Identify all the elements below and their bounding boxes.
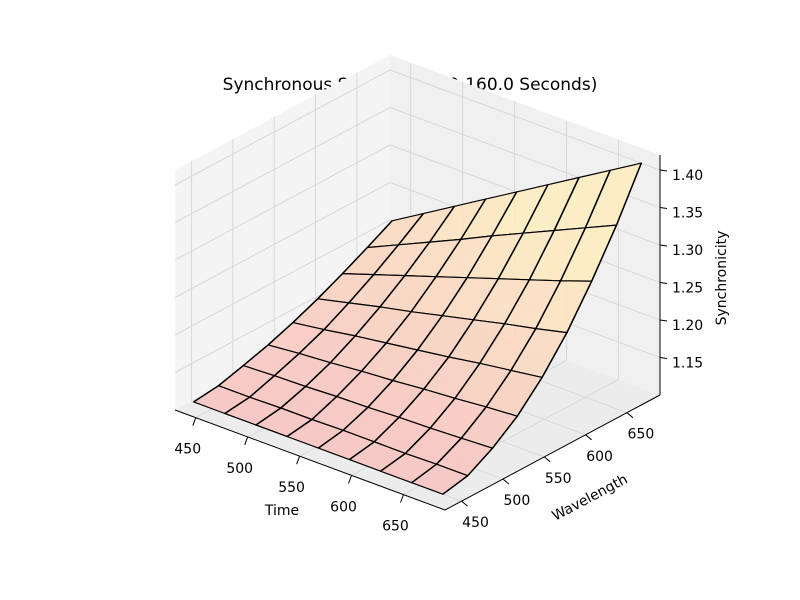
y-tick-label: 450 [462,515,489,531]
x-axis-label: Time [264,503,299,519]
x-tick [244,436,249,446]
wire-line [193,220,393,403]
grid-line [174,69,391,186]
z-tick-label: 1.15 [672,356,703,372]
z-tick [659,282,668,284]
wire-line [224,213,424,415]
y-tick-label: 550 [545,471,572,487]
z-tick-label: 1.30 [672,243,703,259]
z-tick-label: 1.35 [672,206,703,222]
wire-line [317,191,518,449]
x-tick [399,494,404,503]
x-tick [348,475,353,484]
wire-line [442,162,642,495]
wire-line [380,177,580,472]
z-tick [659,244,668,247]
y-tick [543,456,551,463]
y-tick [502,478,510,485]
z-tick-label: 1.20 [672,318,703,334]
z-tick-label: 1.40 [672,168,703,184]
y-tick-label: 650 [628,427,655,443]
grid-line [174,219,391,336]
axis-line [444,394,661,511]
x-tick-label: 450 [174,442,201,458]
x-tick [192,417,197,426]
wire-line [348,184,549,461]
wire-line [286,198,487,438]
grid-line [174,182,391,298]
z-tick [659,357,668,359]
x-tick [296,455,301,465]
wire-line [411,170,611,484]
y-tick-label: 600 [586,449,613,465]
grid-line [174,144,391,261]
z-tick [659,319,668,322]
z-axis-label: Synchronicity [714,231,730,326]
z-tick [659,207,668,209]
x-tick-label: 600 [330,499,357,515]
axis-line [174,409,446,511]
grid-line [174,107,391,223]
z-tick-label: 1.25 [672,281,703,297]
grid-line [389,69,661,171]
y-tick-label: 500 [504,493,531,509]
wire-line [255,205,456,426]
x-tick-label: 550 [278,480,305,496]
y-tick [626,412,634,419]
y-tick [461,500,468,507]
x-tick-label: 500 [226,461,253,477]
y-tick [585,434,592,441]
x-tick-label: 650 [382,519,409,535]
z-tick [659,169,668,172]
